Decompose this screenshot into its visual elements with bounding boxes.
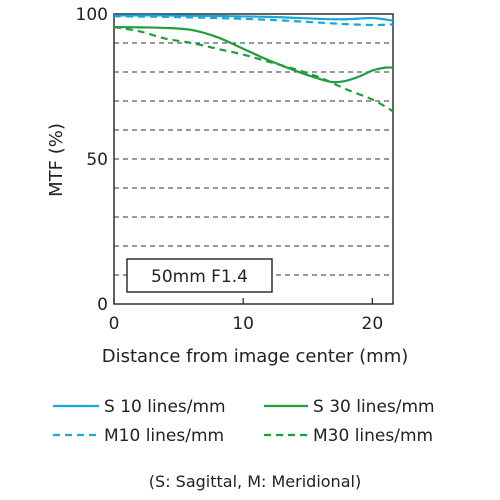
annotation-text: 50mm F1.4	[151, 267, 248, 287]
series-line-m30-lines-mm	[113, 25, 394, 113]
annotation-box: 50mm F1.4	[126, 258, 273, 293]
y-tick-label: 100	[76, 5, 108, 25]
legend-label-s-30-lines-mm: S 30 lines/mm	[313, 397, 435, 417]
x-tick-label: 20	[362, 314, 384, 334]
y-tick-label: 0	[97, 295, 108, 315]
legend-label-m10-lines-mm: M10 lines/mm	[104, 426, 224, 446]
grid-lines	[114, 42, 393, 276]
x-axis-label: Distance from image center (mm)	[102, 346, 409, 367]
y-axis-label: MTF (%)	[46, 123, 67, 197]
series-line-m10-lines-mm	[113, 15, 394, 27]
legend-label-s-10-lines-mm: S 10 lines/mm	[104, 397, 226, 417]
plot-frame	[113, 13, 394, 305]
y-tick-label: 50	[86, 150, 108, 170]
series-line-s-10-lines-mm	[113, 14, 394, 22]
x-tick-label: 10	[232, 314, 254, 334]
annotation-frame	[126, 258, 273, 293]
legend: S 10 lines/mm S 30 lines/mm M10 lines/mm M3…	[53, 397, 435, 446]
tick-labels: 0 10 20 0 50 100	[76, 5, 384, 334]
series-layer	[113, 14, 394, 113]
series-line-s-30-lines-mm	[113, 25, 394, 84]
footnote: (S: Sagittal, M: Meridional)	[149, 472, 361, 491]
legend-label-m30-lines-mm: M30 lines/mm	[313, 426, 433, 446]
x-tick-label: 0	[109, 314, 120, 334]
